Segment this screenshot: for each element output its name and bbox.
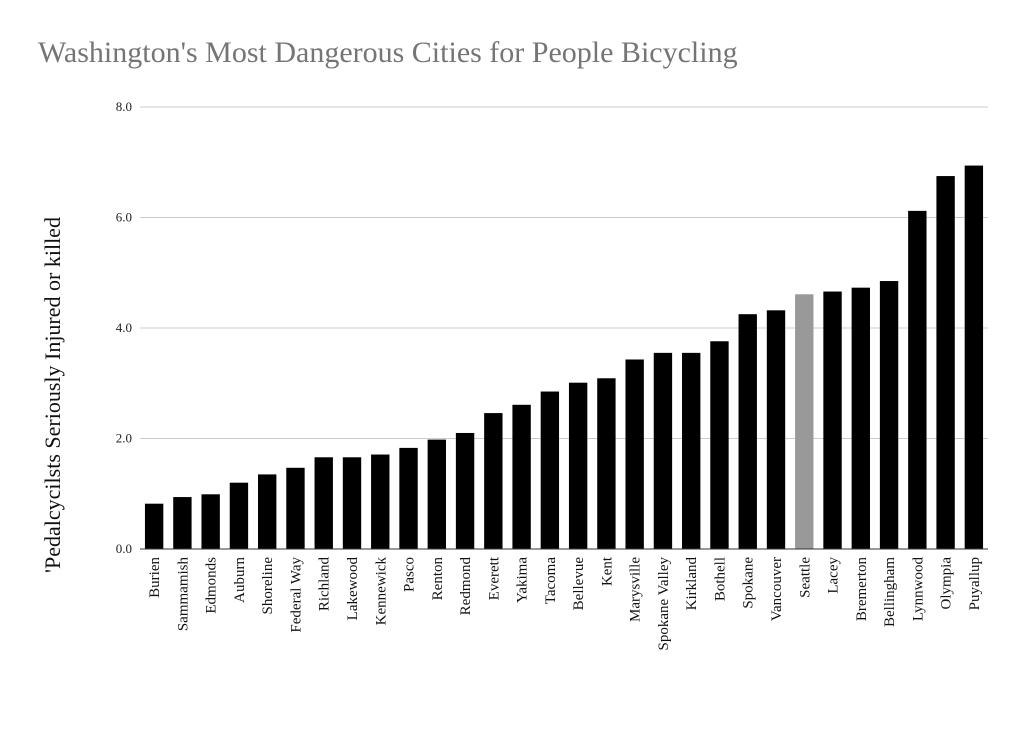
x-category-label: Bremerton <box>854 557 870 622</box>
bars <box>144 165 984 549</box>
bar-yakima <box>512 404 531 549</box>
bar-bellingham <box>879 281 899 549</box>
x-category-label: Tacoma <box>543 557 559 605</box>
y-axis-ticks: 0.0 2.0 4.0 6.0 8.0 <box>116 99 132 556</box>
bar-shoreline <box>258 474 277 549</box>
bar-kennewick <box>371 454 390 549</box>
x-category-label: Sammamish <box>175 557 191 632</box>
bar-renton <box>427 439 446 549</box>
bar-vancouver <box>766 310 786 549</box>
bar-pasco <box>399 447 418 549</box>
x-category-label: Marysville <box>628 557 644 622</box>
bar-lakewood <box>342 457 362 549</box>
x-category-label: Lakewood <box>345 557 361 621</box>
bar-tacoma <box>540 391 560 549</box>
x-category-label: Burien <box>147 557 163 598</box>
bar-burien <box>144 503 164 549</box>
bar-sammamish <box>173 497 192 549</box>
bar-bremerton <box>851 287 870 549</box>
x-category-label: Richland <box>317 557 333 612</box>
x-category-label: Shoreline <box>260 557 276 615</box>
gridlines <box>140 106 988 439</box>
x-category-label: Renton <box>430 557 446 601</box>
x-category-label: Federal Way <box>288 557 304 633</box>
x-category-label: Redmond <box>458 557 474 616</box>
bar-bellevue <box>568 382 588 549</box>
bar-redmond <box>455 432 475 549</box>
x-category-label: Auburn <box>232 557 248 603</box>
x-category-label: Kennewick <box>373 557 389 626</box>
x-category-label: Bellingham <box>882 557 898 627</box>
bar-everett <box>484 413 503 549</box>
y-tick-label: 2.0 <box>116 431 132 446</box>
x-category-label: Vancouver <box>769 557 785 621</box>
bar-spokane-valley <box>653 352 673 549</box>
x-category-label: Kirkland <box>684 557 700 611</box>
x-category-label: Lacey <box>826 557 842 594</box>
bar-puyallup <box>964 165 984 549</box>
bar-bothell <box>710 341 729 549</box>
x-category-label: Edmonds <box>204 557 220 614</box>
x-category-label: Bellevue <box>571 557 587 611</box>
y-tick-label: 4.0 <box>116 320 132 335</box>
bar-lacey <box>823 291 842 549</box>
bar-olympia <box>936 176 955 549</box>
y-tick-label: 6.0 <box>116 210 132 225</box>
bar-kirkland <box>682 352 701 549</box>
x-category-label: Kent <box>599 556 615 586</box>
y-axis-title: 'Pedalcycilsts Seriously Injured or kill… <box>40 217 65 573</box>
x-category-label: Everett <box>486 556 502 600</box>
x-category-label: Lynnwood <box>910 557 926 622</box>
x-category-label: Olympia <box>939 557 955 610</box>
x-category-label: Yakima <box>515 557 531 603</box>
chart-title: Washington's Most Dangerous Cities for P… <box>38 36 738 69</box>
bar-richland <box>314 457 333 549</box>
x-axis-categories: Burien Sammamish Edmonds Auburn Shoreline Fed… <box>147 556 983 650</box>
x-category-label: Seattle <box>797 557 813 598</box>
x-category-label: Spokane <box>741 557 757 609</box>
bar-auburn <box>229 482 249 549</box>
x-category-label: Puyallup <box>967 557 983 610</box>
bar-lynnwood <box>908 210 927 549</box>
x-category-label: Bothell <box>712 557 728 601</box>
bar-federal-way <box>286 467 305 549</box>
bar-kent <box>597 378 616 549</box>
bar-marysville <box>625 359 644 549</box>
x-category-label: Spokane Valley <box>656 557 672 651</box>
bar-spokane <box>738 314 757 549</box>
y-tick-label: 8.0 <box>116 99 132 114</box>
bar-seattle <box>795 294 814 549</box>
bar-edmonds <box>201 494 220 549</box>
x-category-label: Pasco <box>402 557 418 592</box>
y-tick-label: 0.0 <box>116 541 132 556</box>
